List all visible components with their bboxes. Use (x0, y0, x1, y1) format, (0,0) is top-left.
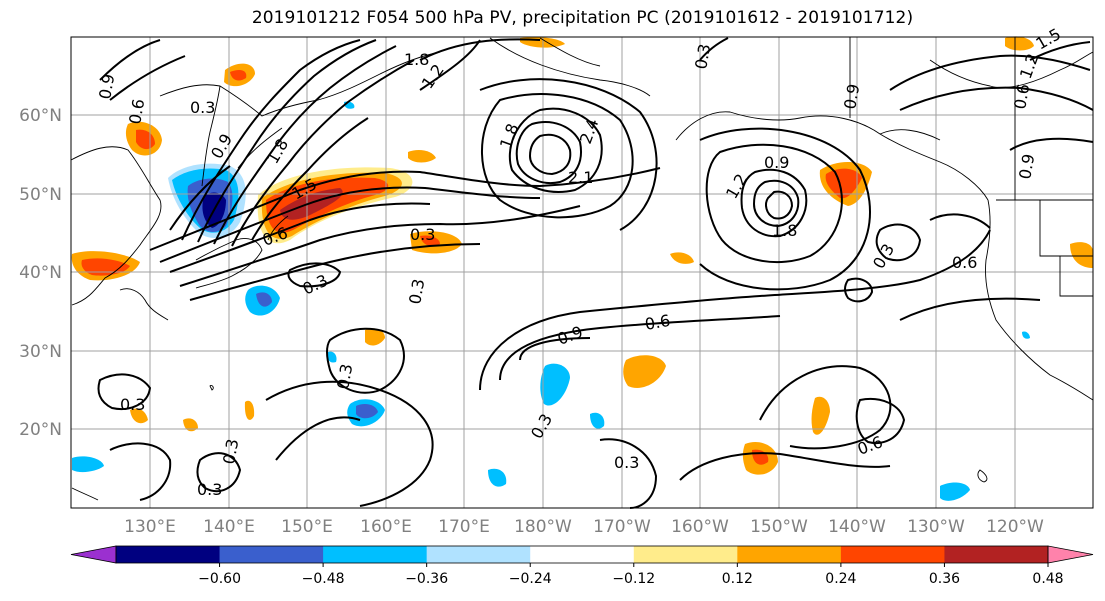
contour-label-0.9: 0.9 (95, 72, 118, 100)
contour-label-0.9: 0.9 (1015, 152, 1038, 180)
colorbar-outline (115, 545, 1049, 564)
lat-labels: 60°N 50°N 40°N 30°N 20°N (19, 106, 62, 440)
lon-label: 150°E (281, 517, 333, 537)
colorbar-segment (633, 546, 738, 563)
contour-label-0.9: 0.9 (764, 153, 789, 172)
colorbar-segment (426, 546, 531, 563)
colorbar-tick-label: 0.12 (722, 571, 753, 587)
contour-label-0.6: 0.6 (1010, 82, 1033, 110)
colorbar-tick-label: −0.36 (405, 571, 448, 587)
colorbar-extend-min (70, 545, 117, 564)
pv-contours (97, 37, 1094, 509)
contour-label-1.8: 1.8 (404, 50, 429, 69)
colorbar-tick-label: 0.36 (929, 571, 960, 587)
precip-positive-shading (71, 36, 1093, 475)
lon-label: 170°W (593, 517, 651, 537)
contour-label-0.3: 0.3 (120, 395, 145, 414)
contour-label-0.3: 0.3 (197, 480, 222, 499)
colorbar-tick-label: 0.48 (1032, 571, 1063, 587)
colorbar-segment (944, 546, 1049, 563)
colorbar-extend-max (1047, 545, 1094, 564)
colorbar-tick-label: −0.60 (198, 571, 241, 587)
lon-label: 130°W (907, 517, 965, 537)
colorbar: −0.60 −0.48 −0.36 −0.24 −0.12 0.12 0.24 0.36 0.4… (70, 545, 1094, 587)
colorbar-segment (737, 546, 842, 563)
contour-label-0.3: 0.3 (691, 42, 714, 70)
contour-label-0.3: 0.3 (333, 362, 356, 390)
contour-label-2.1: 2.1 (568, 168, 593, 187)
lon-label: 120°W (986, 517, 1044, 537)
contour-label-0.6: 0.6 (952, 253, 977, 272)
colorbar-segment (530, 546, 635, 563)
colorbar-tick-label: −0.12 (612, 571, 655, 587)
colorbar-segment (840, 546, 945, 563)
contour-label-0.3: 0.3 (219, 437, 242, 465)
lat-label: 40°N (19, 263, 62, 283)
lon-label: 180°W (514, 517, 572, 537)
map-title: 2019101212 F054 500 hPa PV, precipitatio… (251, 8, 914, 28)
graticule (71, 37, 1093, 508)
contour-label-0.3: 0.3 (410, 225, 435, 244)
contour-label-0.3: 0.3 (405, 277, 428, 305)
colorbar-ticks: −0.60 −0.48 −0.36 −0.24 −0.12 0.12 0.24 0.36 0.4… (198, 563, 1064, 587)
lon-label: 150°W (750, 517, 808, 537)
contour-label-0.3: 0.3 (614, 453, 639, 472)
lon-label: 140°E (203, 517, 255, 537)
lat-label: 20°N (19, 420, 62, 440)
lat-label: 50°N (19, 185, 62, 205)
contour-label-0.6: 0.6 (643, 311, 671, 334)
colorbar-segment (219, 546, 324, 563)
colorbar-segments (70, 545, 1094, 564)
contour-label-1.8: 1.8 (772, 221, 797, 240)
lon-label: 130°E (124, 517, 176, 537)
lat-label: 30°N (19, 342, 62, 362)
contour-label-0.9: 0.9 (840, 82, 863, 110)
colorbar-segment (323, 546, 428, 563)
lon-label: 140°W (828, 517, 886, 537)
lat-label: 60°N (19, 106, 62, 126)
lon-labels: 130°E 140°E 150°E 160°E 170°E 180°W 170°… (124, 517, 1044, 537)
colorbar-tick-label: 0.24 (825, 571, 856, 587)
contour-label-0.6: 0.6 (125, 97, 148, 125)
lon-label: 160°E (360, 517, 412, 537)
lon-label: 170°E (438, 517, 490, 537)
lon-label: 160°W (671, 517, 729, 537)
colorbar-tick-label: −0.24 (509, 571, 552, 587)
contour-label-0.3: 0.3 (190, 98, 215, 117)
map-frame (70, 36, 1094, 509)
colorbar-tick-label: −0.48 (302, 571, 345, 587)
colorbar-segment (116, 546, 221, 563)
coastlines (70, 37, 1094, 501)
